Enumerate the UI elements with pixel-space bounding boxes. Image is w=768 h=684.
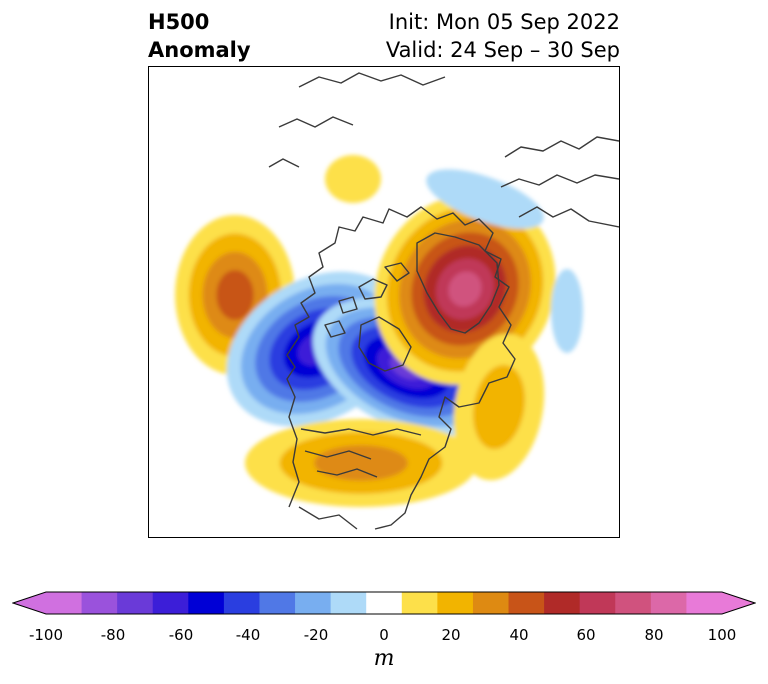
colorbar-bin bbox=[259, 592, 296, 614]
title-field: Anomaly bbox=[148, 38, 251, 62]
colorbar-extend-low bbox=[13, 592, 46, 614]
anomaly-siberia-weak-ridge bbox=[325, 155, 381, 203]
valid-range: Valid: 24 Sep – 30 Sep bbox=[385, 38, 620, 62]
colorbar-bin bbox=[544, 592, 581, 614]
title-variable: H500 bbox=[148, 10, 210, 34]
anomaly-shading bbox=[175, 155, 583, 507]
colorbar-tick: 80 bbox=[644, 626, 664, 644]
anomaly-contour-fill bbox=[473, 364, 525, 450]
anomaly-contour-fill bbox=[426, 169, 544, 229]
map-title: H500 Anomaly bbox=[148, 8, 251, 64]
colorbar-tick: -80 bbox=[100, 626, 126, 644]
colorbar-bin bbox=[366, 592, 403, 614]
colorbar-tick: 40 bbox=[509, 626, 529, 644]
coastlines bbox=[268, 72, 619, 530]
colorbar-tick: 100 bbox=[707, 626, 737, 644]
anomaly-contour-fill bbox=[551, 269, 583, 353]
colorbar-unit: m bbox=[373, 646, 395, 671]
colorbar-outline bbox=[12, 591, 756, 615]
colorbar-tick: -60 bbox=[168, 626, 194, 644]
map-dates: Init: Mon 05 Sep 2022 Valid: 24 Sep – 30… bbox=[386, 8, 620, 64]
colorbar-bin bbox=[401, 592, 438, 614]
greenland-coastline bbox=[416, 232, 500, 334]
colorbar-bin bbox=[330, 592, 367, 614]
init-date: Init: Mon 05 Sep 2022 bbox=[388, 10, 620, 34]
anomaly-contour-fill bbox=[314, 445, 408, 481]
colorbar-bin bbox=[295, 592, 332, 614]
anomaly-north-atlantic-weak-trough bbox=[551, 269, 583, 353]
colorbar bbox=[12, 591, 756, 615]
colorbar-bin bbox=[472, 592, 510, 614]
colorbar-bin bbox=[650, 592, 687, 614]
anomaly-northwest-atlantic-ridge bbox=[453, 333, 545, 481]
colorbar-bin bbox=[615, 592, 652, 614]
colorbar-bin bbox=[117, 592, 154, 614]
us-borders bbox=[300, 428, 422, 478]
colorbar-bin bbox=[437, 592, 474, 614]
colorbar-bin bbox=[508, 592, 545, 614]
arctic-islands bbox=[324, 262, 410, 338]
colorbar-extend-high bbox=[722, 592, 755, 614]
colorbar-bin bbox=[188, 592, 225, 614]
colorbar-tick: 0 bbox=[379, 626, 389, 644]
anomaly-contour-fill bbox=[448, 271, 482, 307]
anomaly-contour-fill bbox=[216, 270, 254, 320]
colorbar-bin bbox=[223, 592, 260, 614]
mexico-coastline bbox=[298, 506, 358, 530]
colorbar-bin bbox=[579, 592, 616, 614]
hudson-bay-coastline bbox=[358, 316, 412, 372]
anomaly-contour-fill bbox=[325, 155, 381, 203]
colorbar-tick: -100 bbox=[28, 626, 64, 644]
colorbar-bin bbox=[152, 592, 189, 614]
anomaly-contiguous-us-ridge bbox=[245, 419, 477, 507]
colorbar-bin bbox=[46, 592, 83, 614]
colorbar-tick: -20 bbox=[303, 626, 329, 644]
colorbar-tick: 60 bbox=[576, 626, 596, 644]
anomaly-map bbox=[175, 72, 619, 530]
map-panel bbox=[148, 66, 620, 538]
north-america-coastline bbox=[286, 206, 516, 530]
anomaly-arctic-weak-trough bbox=[426, 169, 544, 229]
colorbar-tick: -40 bbox=[235, 626, 261, 644]
colorbar-bin bbox=[81, 592, 118, 614]
asia-coastline bbox=[268, 72, 446, 168]
eurasia-coastline bbox=[500, 136, 619, 228]
colorbar-bin bbox=[686, 592, 723, 614]
colorbar-tick: 20 bbox=[441, 626, 461, 644]
